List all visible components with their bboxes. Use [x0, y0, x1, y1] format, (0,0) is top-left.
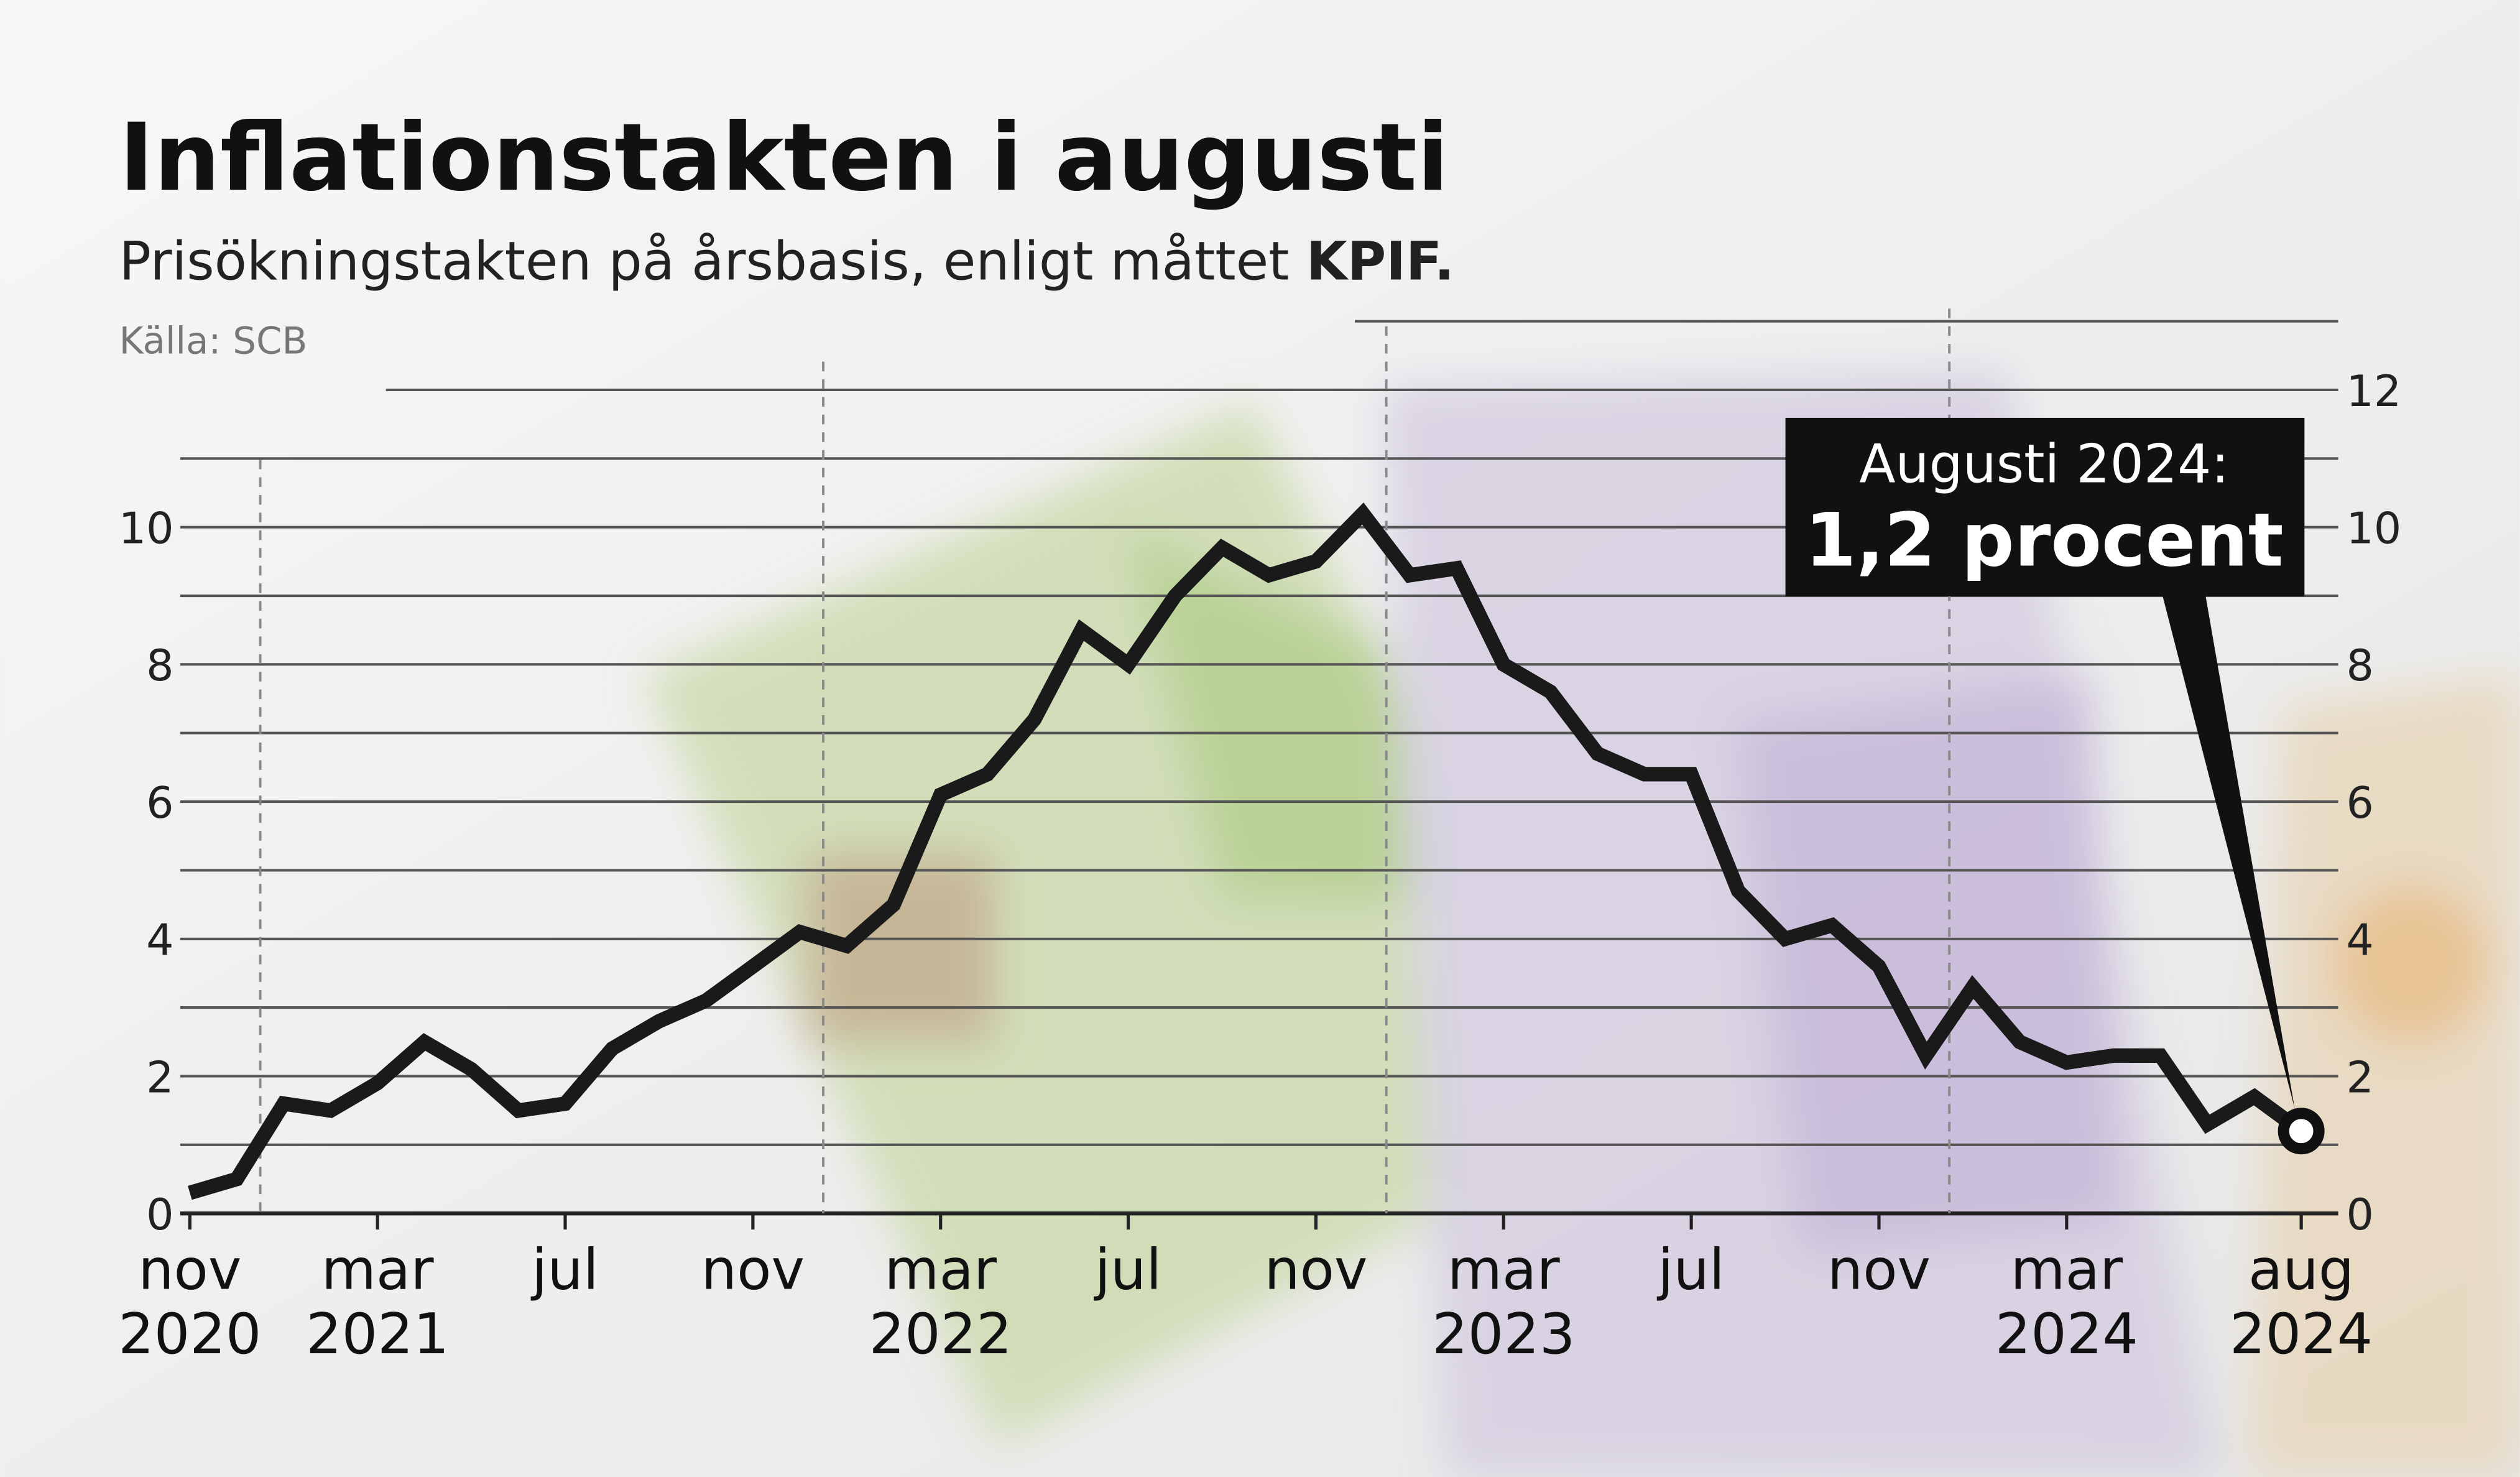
- x-tick-month: mar: [1447, 1238, 1561, 1303]
- x-tick-year: 2023: [1432, 1302, 1575, 1367]
- x-tick-year: 2024: [1995, 1302, 2138, 1367]
- x-tick-year: 2024: [2230, 1302, 2373, 1367]
- callout: Augusti 2024: 1,2 procent: [1785, 417, 2305, 1109]
- y-tick-left: 2: [146, 1052, 173, 1103]
- x-tick-month: jul: [1656, 1238, 1725, 1303]
- kpif-line: [188, 502, 2306, 1200]
- y-tick-right: 4: [2347, 915, 2374, 966]
- y-tick-right: 6: [2347, 778, 2374, 828]
- y-tick-left: 4: [146, 915, 173, 966]
- y-tick-left: 6: [146, 778, 173, 828]
- x-tick-month: nov: [701, 1238, 805, 1303]
- source-label: Källa: SCB: [119, 320, 308, 363]
- x-tick-year: 2020: [118, 1302, 261, 1367]
- y-tick-left: 10: [119, 504, 174, 554]
- y-tick-left: 8: [146, 641, 173, 691]
- banknote-background-photo: [643, 369, 2520, 1477]
- callout-line1: Augusti 2024:: [1859, 433, 2229, 495]
- x-tick-month: aug: [2248, 1238, 2354, 1303]
- chart-subtitle: Prisökningstakten på årsbasis, enligt må…: [119, 231, 1454, 293]
- callout-box: [1785, 417, 2305, 596]
- y-tick-right: 8: [2347, 641, 2374, 691]
- y-tick-right: 0: [2347, 1190, 2374, 1240]
- x-tick-month: mar: [2010, 1238, 2123, 1303]
- x-tick-year: 2021: [306, 1302, 449, 1367]
- x-tick-month: nov: [1827, 1238, 1931, 1303]
- y-tick-right: 2: [2347, 1052, 2374, 1103]
- x-tick-month: nov: [138, 1238, 241, 1303]
- x-tick-month: nov: [1264, 1238, 1367, 1303]
- callout-line2: 1,2 procent: [1805, 498, 2284, 584]
- x-tick-month: jul: [1094, 1238, 1162, 1303]
- callout-pointer: [2161, 591, 2295, 1109]
- series: [188, 502, 2325, 1200]
- y-tick-right: 12: [2347, 366, 2402, 417]
- x-tick-year: 2022: [869, 1302, 1012, 1367]
- grid: [180, 308, 2338, 1216]
- x-tick-month: jul: [530, 1238, 599, 1303]
- subtitle-bold: KPIF.: [1306, 231, 1454, 293]
- x-tick-month: mar: [884, 1238, 997, 1303]
- x-tick-month: mar: [321, 1238, 435, 1303]
- y-tick-right: 10: [2347, 504, 2402, 554]
- chart-title: Inflationstakten i augusti: [119, 104, 1449, 212]
- y-tick-left: 0: [146, 1190, 173, 1240]
- highlight-point: [2278, 1108, 2325, 1155]
- subtitle-text: Prisökningstakten på årsbasis, enligt må…: [119, 231, 1306, 293]
